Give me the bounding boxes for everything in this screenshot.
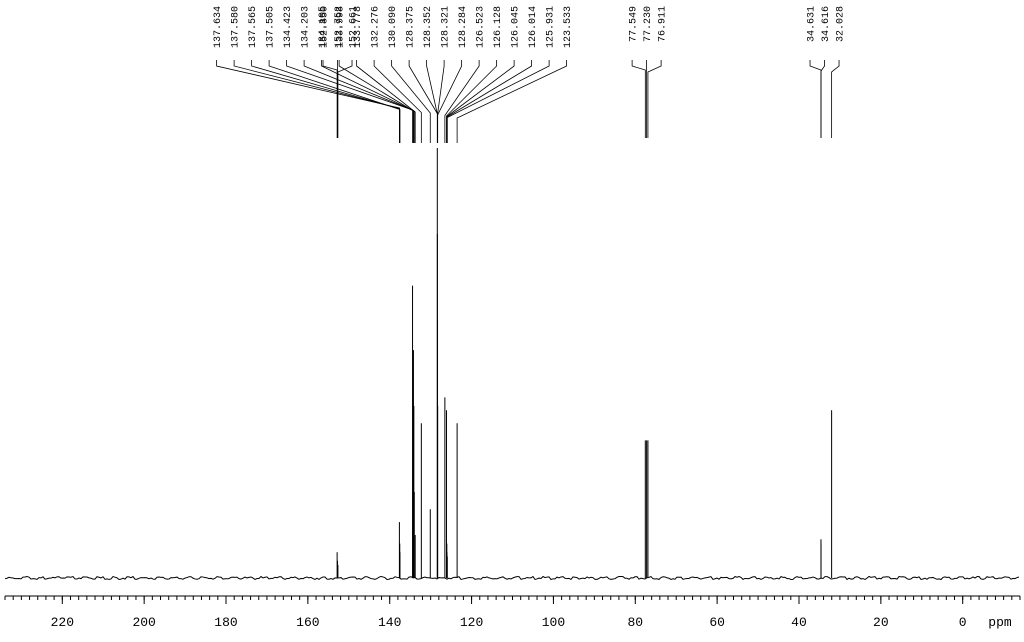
peak-label: 34.616 — [821, 6, 832, 42]
peak-label: 126.523 — [476, 6, 487, 48]
peak-label: 132.276 — [371, 6, 382, 48]
peak-label: 130.090 — [388, 6, 399, 48]
x-tick-label: 40 — [791, 615, 807, 630]
peak-leader — [357, 60, 416, 143]
peak-label: 76.911 — [658, 6, 669, 42]
peak-label: 133.998 — [336, 6, 347, 48]
peak-label: 126.128 — [493, 6, 504, 48]
peak-label: 137.505 — [266, 6, 277, 48]
x-tick-label: 220 — [51, 615, 74, 630]
peak-leader — [810, 60, 821, 138]
peak-leader — [832, 60, 839, 138]
peak-label: 137.565 — [248, 6, 259, 48]
peak-label: 134.105 — [318, 6, 329, 48]
peak-leader — [821, 60, 825, 138]
peak-leader — [323, 60, 337, 138]
peak-label: 134.203 — [301, 6, 312, 48]
peak-leader — [445, 60, 479, 143]
peak-leader — [447, 60, 532, 143]
peak-label: 77.549 — [629, 6, 640, 42]
peak-label: 128.352 — [423, 6, 434, 48]
x-tick-label: 140 — [378, 615, 401, 630]
peak-label: 126.014 — [528, 6, 539, 48]
peak-label: 133.778 — [353, 6, 364, 48]
x-tick-label: 20 — [873, 615, 889, 630]
peak-label: 137.634 — [213, 6, 224, 48]
x-tick-label: 80 — [627, 615, 643, 630]
peak-leader — [438, 60, 445, 143]
peak-leader — [447, 60, 549, 143]
peak-leader — [252, 60, 400, 143]
peak-leader — [427, 60, 438, 143]
peak-label: 126.045 — [511, 6, 522, 48]
x-axis-label: ppm — [988, 615, 1012, 630]
peak-label: 34.631 — [807, 6, 818, 42]
peak-label: 125.931 — [546, 6, 557, 48]
peak-leader — [438, 60, 462, 143]
x-tick-label: 120 — [460, 615, 483, 630]
x-tick-label: 0 — [959, 615, 967, 630]
peak-leader — [446, 60, 496, 143]
peak-label: 134.423 — [283, 6, 294, 48]
peak-label: 32.028 — [836, 6, 847, 42]
x-tick-label: 160 — [296, 615, 319, 630]
peak-label: 128.321 — [441, 6, 452, 48]
x-tick-label: 180 — [214, 615, 237, 630]
peak-leader — [338, 60, 352, 138]
x-tick-label: 60 — [709, 615, 725, 630]
peak-label: 128.375 — [406, 6, 417, 48]
peak-label: 77.230 — [643, 6, 654, 42]
peak-leader — [648, 60, 661, 138]
peak-label: 123.533 — [563, 6, 574, 48]
x-tick-label: 100 — [542, 615, 565, 630]
peak-label: 128.284 — [458, 6, 469, 48]
peak-leader — [457, 60, 567, 143]
baseline — [5, 577, 1019, 580]
peak-leader — [632, 60, 645, 138]
x-tick-label: 200 — [132, 615, 155, 630]
peak-label: 137.580 — [231, 6, 242, 48]
